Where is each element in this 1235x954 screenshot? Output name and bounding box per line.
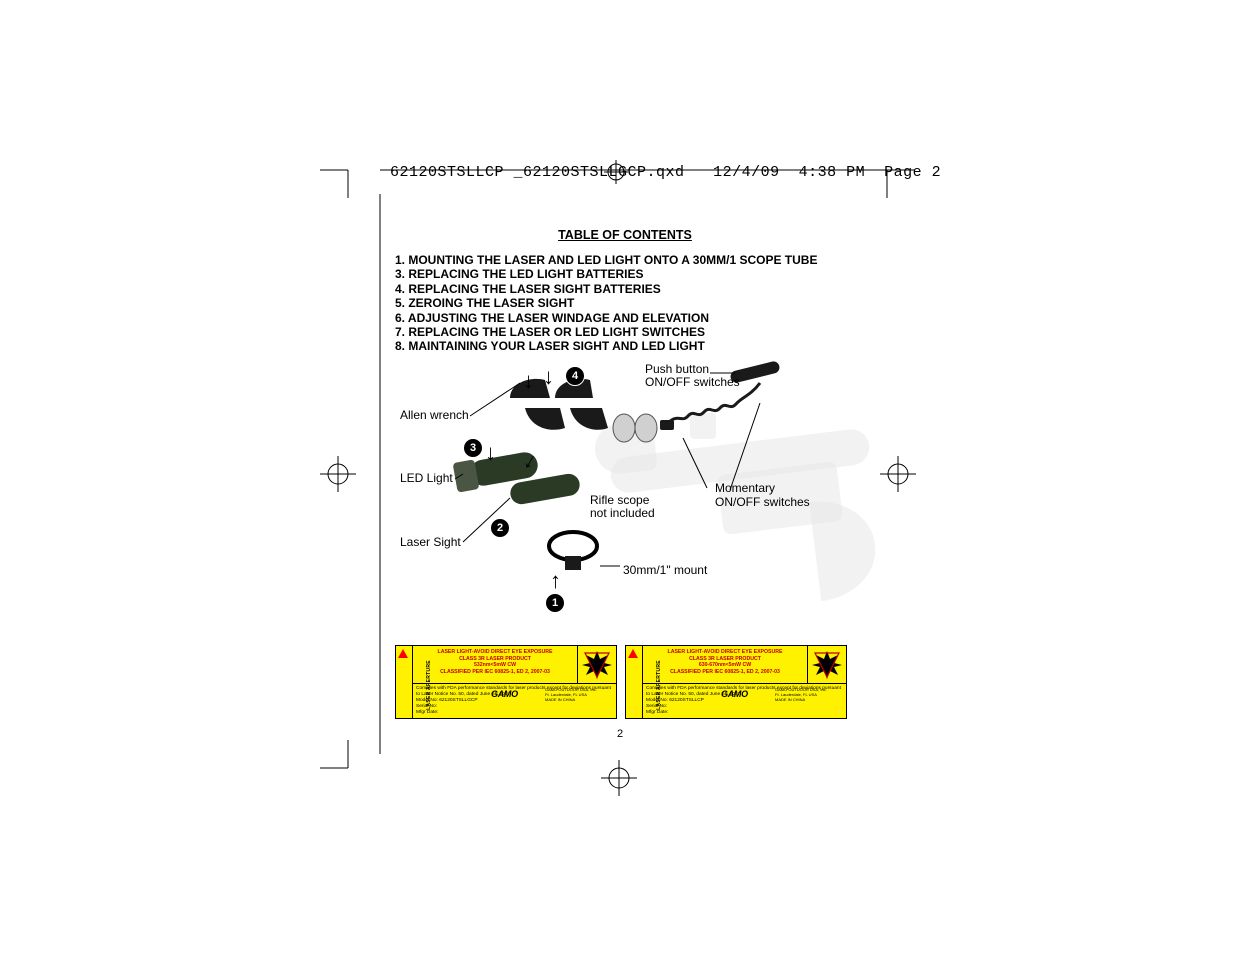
gamo-address: GAMO OUTDOOR USA, Inc. Ft. Lauderdale, F… xyxy=(775,687,827,703)
warn-bottom: Complies with FDA performance standards … xyxy=(413,684,616,718)
toc-item: 3. REPLACING THE LED LIGHT BATTERIES xyxy=(395,267,855,281)
triangle-icon xyxy=(398,649,408,658)
warning-labels: LASER APERTURE LASER LIGHT-AVOID DIRECT … xyxy=(395,645,847,719)
triangle-icon xyxy=(628,649,638,658)
toc-item: 6. ADJUSTING THE LASER WINDAGE AND ELEVA… xyxy=(395,311,855,325)
registration-mark-icon xyxy=(880,456,916,492)
header-page: Page 2 xyxy=(884,164,941,181)
arrow-icon: ↓ xyxy=(485,440,496,466)
pointer-lines xyxy=(395,348,855,628)
header-time: 4:38 PM xyxy=(799,164,866,181)
warn-mfgr: Mfgr Date: xyxy=(416,710,613,716)
exploded-diagram: Allen wrench LED Light Laser Sight Push … xyxy=(395,348,855,628)
crop-mark xyxy=(320,158,360,198)
step-4: 4 xyxy=(565,366,585,386)
gamo-address: GAMO OUTDOOR USA, Inc. Ft. Lauderdale, F… xyxy=(545,687,597,703)
toc-item: 4. REPLACING THE LASER SIGHT BATTERIES xyxy=(395,282,855,296)
warn-top-text: LASER LIGHT-AVOID DIRECT EYE EXPOSURE CL… xyxy=(413,646,577,683)
gamo-logo: GAMO xyxy=(721,689,748,700)
sunburst-icon xyxy=(807,646,846,683)
page-number: 2 xyxy=(617,728,623,740)
toc-item: 7. REPLACING THE LASER OR LED LIGHT SWIT… xyxy=(395,325,855,339)
warn-side: LASER APERTURE xyxy=(626,646,643,718)
table-of-contents: TABLE OF CONTENTS 1. MOUNTING THE LASER … xyxy=(395,228,855,354)
warn-line: CLASSIFIED PER IEC 60825-1, ED 2, 2007-0… xyxy=(415,669,575,676)
registration-mark-icon xyxy=(320,456,356,492)
header-line: 62120STSLLCP _62120STSLLGCP.qxd 12/4/09 … xyxy=(390,164,941,181)
step-2: 2 xyxy=(490,518,510,538)
step-1: 1 xyxy=(545,593,565,613)
arrow-icon: ↓ xyxy=(523,368,534,394)
sunburst-icon xyxy=(577,646,616,683)
crop-mark xyxy=(320,740,360,780)
gamo-logo: GAMO xyxy=(491,689,518,700)
warn-line: LASER LIGHT-AVOID DIRECT EYE EXPOSURE xyxy=(415,649,575,656)
arrow-icon: ↓ xyxy=(543,364,554,390)
arrow-icon: ↑ xyxy=(550,568,561,594)
warn-line: CLASSIFIED PER IEC 60825-1, ED 2, 2007-0… xyxy=(645,669,805,676)
registration-mark-icon xyxy=(604,160,628,184)
registration-mark-icon xyxy=(601,760,637,796)
step-3: 3 xyxy=(463,438,483,458)
warning-label-2: LASER APERTURE LASER LIGHT-AVOID DIRECT … xyxy=(625,645,847,719)
header-date: 12/4/09 xyxy=(713,164,780,181)
warn-line: LASER LIGHT-AVOID DIRECT EYE EXPOSURE xyxy=(645,649,805,656)
header-filename: 62120STSLLCP _62120STSLLGCP.qxd xyxy=(390,164,685,181)
warning-label-1: LASER APERTURE LASER LIGHT-AVOID DIRECT … xyxy=(395,645,617,719)
toc-item: 5. ZEROING THE LASER SIGHT xyxy=(395,296,855,310)
warn-top-text: LASER LIGHT-AVOID DIRECT EYE EXPOSURE CL… xyxy=(643,646,807,683)
warn-bottom: Complies with FDA performance standards … xyxy=(643,684,846,718)
crop-line-left xyxy=(376,194,386,754)
toc-item: 1. MOUNTING THE LASER AND LED LIGHT ONTO… xyxy=(395,253,855,267)
warn-side: LASER APERTURE xyxy=(396,646,413,718)
warn-mfgr: Mfgr Date: xyxy=(646,710,843,716)
toc-title: TABLE OF CONTENTS xyxy=(395,228,855,243)
